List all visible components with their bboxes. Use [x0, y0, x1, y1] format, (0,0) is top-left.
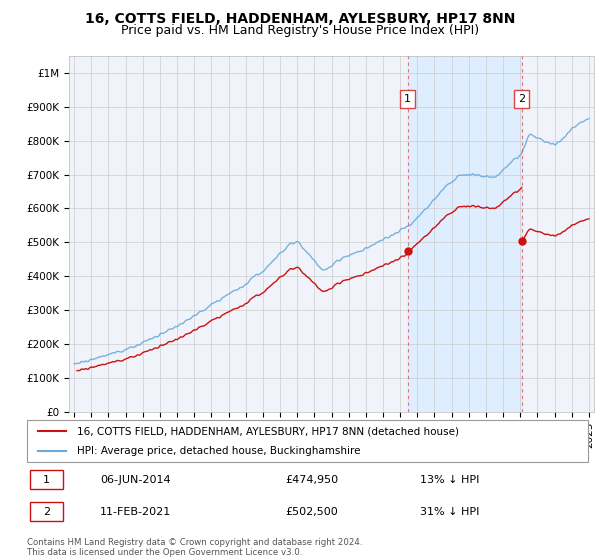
Text: Price paid vs. HM Land Registry's House Price Index (HPI): Price paid vs. HM Land Registry's House … — [121, 24, 479, 36]
Text: 16, COTTS FIELD, HADDENHAM, AYLESBURY, HP17 8NN (detached house): 16, COTTS FIELD, HADDENHAM, AYLESBURY, H… — [77, 426, 460, 436]
Text: £474,950: £474,950 — [285, 475, 338, 484]
Bar — [407, 56, 522, 412]
FancyBboxPatch shape — [30, 470, 64, 489]
Text: 1: 1 — [43, 475, 50, 484]
FancyBboxPatch shape — [27, 420, 588, 462]
Text: 2: 2 — [43, 507, 50, 517]
Text: 2: 2 — [518, 94, 526, 104]
Text: 16, COTTS FIELD, HADDENHAM, AYLESBURY, HP17 8NN: 16, COTTS FIELD, HADDENHAM, AYLESBURY, H… — [85, 12, 515, 26]
Text: HPI: Average price, detached house, Buckinghamshire: HPI: Average price, detached house, Buck… — [77, 446, 361, 456]
Text: 11-FEB-2021: 11-FEB-2021 — [100, 507, 171, 517]
Text: 1: 1 — [404, 94, 411, 104]
Text: Contains HM Land Registry data © Crown copyright and database right 2024.
This d: Contains HM Land Registry data © Crown c… — [27, 538, 362, 557]
Text: 13% ↓ HPI: 13% ↓ HPI — [420, 475, 479, 484]
Text: 31% ↓ HPI: 31% ↓ HPI — [420, 507, 479, 517]
Text: 06-JUN-2014: 06-JUN-2014 — [100, 475, 170, 484]
Text: £502,500: £502,500 — [285, 507, 338, 517]
FancyBboxPatch shape — [30, 502, 64, 521]
